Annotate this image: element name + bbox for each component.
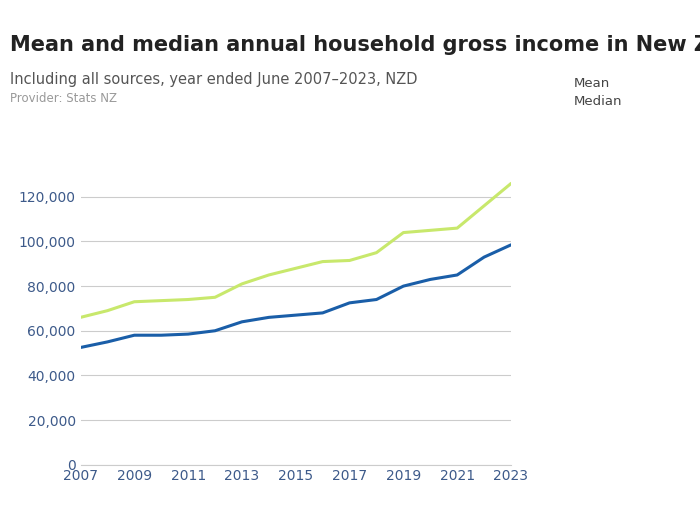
Text: Including all sources, year ended June 2007–2023, NZD: Including all sources, year ended June 2… bbox=[10, 72, 417, 87]
Text: Mean: Mean bbox=[574, 77, 610, 90]
Text: Mean and median annual household gross income in New Zealand: Mean and median annual household gross i… bbox=[10, 35, 700, 55]
Text: figure.nz: figure.nz bbox=[588, 20, 672, 37]
Text: Provider: Stats NZ: Provider: Stats NZ bbox=[10, 92, 117, 105]
Text: Median: Median bbox=[574, 96, 622, 108]
